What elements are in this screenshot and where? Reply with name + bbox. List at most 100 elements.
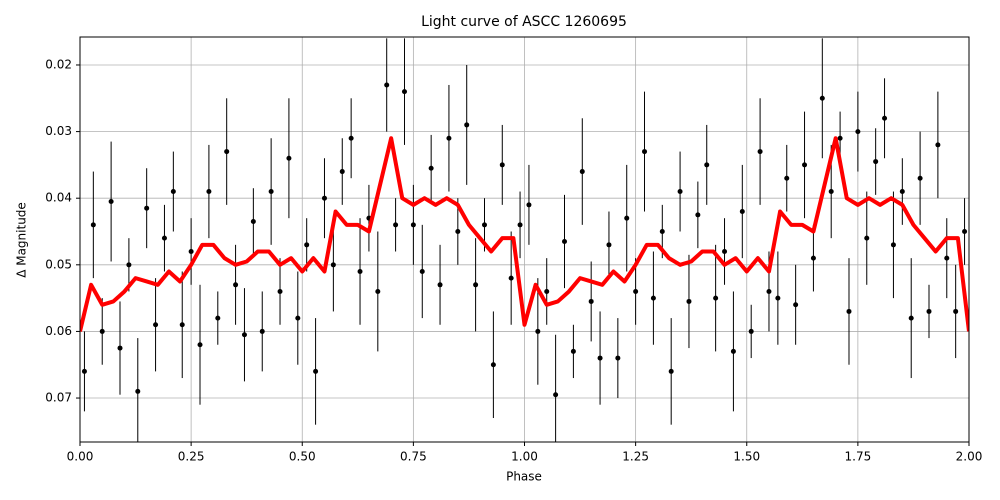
data-point [259, 328, 265, 334]
data-point [313, 368, 319, 374]
y-tick-label: 0.05 [45, 257, 72, 271]
data-point [241, 332, 247, 338]
x-tick-label: 2.00 [956, 450, 983, 464]
ticks: 0.00 0.25 0.50 0.75 1.00 1.25 1.50 1.75 2.00 0.02… [45, 57, 982, 463]
data-point [508, 275, 514, 281]
data-point [428, 165, 434, 171]
data-point [704, 162, 710, 168]
data-point [659, 229, 665, 235]
data-point [161, 235, 167, 241]
data-point [224, 149, 230, 155]
data-point [730, 348, 736, 354]
data-point [126, 262, 132, 268]
data-point [953, 308, 959, 314]
data-point [250, 219, 256, 225]
data-point [899, 189, 905, 195]
x-axis-label: Phase [506, 470, 542, 484]
data-point [135, 388, 141, 394]
data-point [713, 295, 719, 301]
grid [79, 37, 970, 442]
data-point [464, 122, 470, 128]
data-point [81, 368, 87, 374]
x-tick-label: 1.50 [733, 450, 760, 464]
data-point [286, 155, 292, 161]
data-point [339, 169, 345, 175]
data-point [393, 222, 399, 228]
data-point [206, 189, 212, 195]
data-point [499, 162, 505, 168]
data-point [553, 392, 559, 398]
data-point [642, 149, 648, 155]
data-point [766, 288, 772, 294]
x-tick-label: 1.25 [622, 450, 649, 464]
data-point [179, 322, 185, 328]
x-tick-label: 0.75 [400, 450, 427, 464]
data-point [295, 315, 301, 321]
data-point [908, 315, 914, 321]
data-point [108, 199, 114, 205]
data-point [606, 242, 612, 248]
y-tick-label: 0.03 [45, 124, 72, 138]
data-point [882, 115, 888, 121]
y-tick-label: 0.02 [45, 57, 72, 71]
data-point [802, 162, 808, 168]
data-point [233, 282, 239, 288]
data-point [384, 82, 390, 88]
data-point [268, 189, 274, 195]
data-point [562, 238, 568, 244]
data-point [437, 282, 443, 288]
data-point [153, 322, 159, 328]
data-point [357, 268, 363, 274]
data-point [99, 328, 105, 334]
data-point [855, 129, 861, 135]
x-tick-label: 0.50 [289, 450, 316, 464]
fit-line [80, 136, 969, 332]
data-point [517, 222, 523, 228]
x-tick-label: 0.25 [178, 450, 205, 464]
data-point [410, 222, 416, 228]
data-point [668, 368, 674, 374]
y-axis-label: Δ Magnitude [15, 202, 29, 278]
data-point [890, 242, 896, 248]
data-point [935, 142, 941, 148]
data-point [810, 255, 816, 261]
data-point [784, 175, 790, 181]
data-point [535, 328, 541, 334]
data-point [775, 295, 781, 301]
data-point [695, 212, 701, 218]
data-point [624, 215, 630, 221]
data-point [962, 229, 968, 235]
data-point [597, 355, 603, 361]
y-tick-label: 0.06 [45, 324, 72, 338]
data-point [215, 315, 221, 321]
data-point [748, 328, 754, 334]
data-point [873, 159, 879, 165]
data-point [188, 248, 194, 254]
data-point [615, 355, 621, 361]
data-point [473, 282, 479, 288]
data-point [197, 342, 203, 348]
data-point [570, 348, 576, 354]
data-point [455, 229, 461, 235]
data-point [526, 202, 532, 208]
data-point [846, 308, 852, 314]
data-point [419, 268, 425, 274]
data-point [144, 205, 150, 211]
data-point [321, 195, 327, 201]
plot-area [80, 38, 969, 442]
data-point [90, 222, 96, 228]
data-point [819, 95, 825, 101]
data-point [686, 298, 692, 304]
data-point [277, 288, 283, 294]
x-tick-label: 1.00 [511, 450, 538, 464]
data-point [864, 235, 870, 241]
data-point [926, 308, 932, 314]
data-point [837, 135, 843, 141]
data-point [330, 262, 336, 268]
data-point [544, 288, 550, 294]
data-point [917, 175, 923, 181]
data-point [650, 295, 656, 301]
data-point [722, 248, 728, 254]
